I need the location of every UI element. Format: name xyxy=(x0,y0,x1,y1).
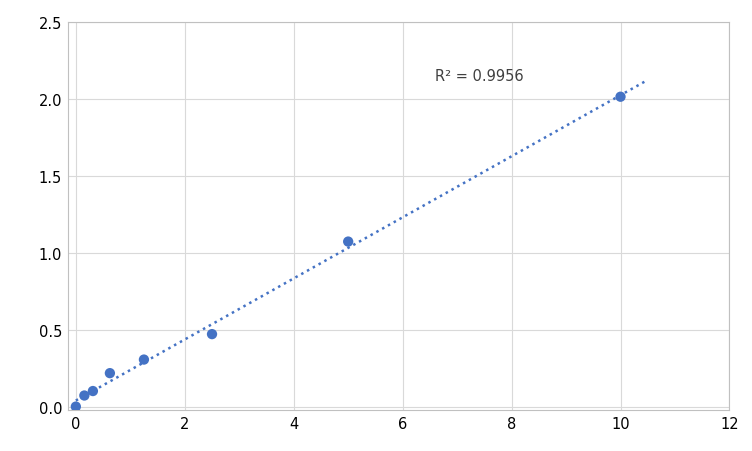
Point xyxy=(614,94,626,101)
Text: R² = 0.9956: R² = 0.9956 xyxy=(435,69,524,84)
Point xyxy=(104,370,116,377)
Point xyxy=(206,331,218,338)
Point xyxy=(87,387,99,395)
Point xyxy=(78,392,90,399)
Point xyxy=(70,403,82,410)
Point xyxy=(138,356,150,364)
Point xyxy=(342,239,354,246)
